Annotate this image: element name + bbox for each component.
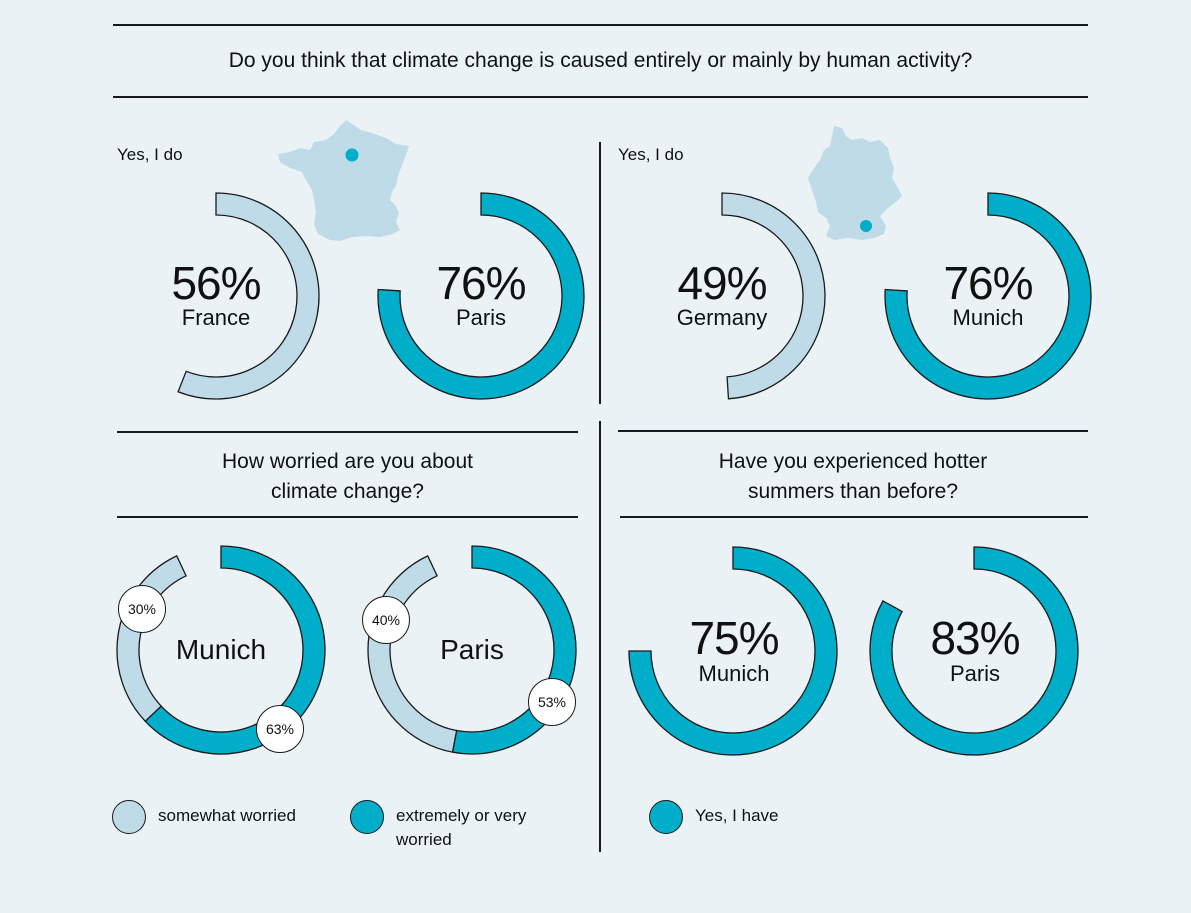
hotter-munich-label: Munich [698,661,770,686]
legend-extremely-worried: extremely or very worried [350,800,526,852]
ring-germany [721,192,826,400]
worried-munich-extremely-badge: 63% [256,705,304,753]
ring-hotter-munich [628,546,838,756]
legend-somewhat-worried: somewhat worried [112,800,296,834]
ring-france [177,192,320,400]
ring-worried-extremely-munich [144,545,326,755]
hotter-munich-percent: 75% [689,612,779,664]
munich-percent: 76% [943,257,1033,309]
ring-munich [884,192,1092,400]
q2-title-line1: How worried are you about [222,450,473,473]
divider-q3-top [618,430,1088,432]
munich-label: Munich [952,305,1024,330]
legend-yes-i-have-text: Yes, I have [695,806,779,825]
germany-map-icon [808,126,902,240]
worried-paris-somewhat-badge: 40% [362,596,410,644]
hotter-paris-percent: 83% [930,612,1020,664]
paris-percent: 76% [436,257,526,309]
legend-extremely-worried-text: extremely or very worried [396,806,527,849]
germany-percent: 49% [677,257,767,309]
worried-munich-label: Munich [175,634,267,665]
germany-label: Germany [676,305,768,330]
q3-title-line1: Have you experienced hotter [718,450,988,473]
legend-dot-light-blue [112,800,146,834]
legend-yes-i-have: Yes, I have [649,800,779,834]
ring-paris [377,192,585,400]
france-map-icon [278,120,409,241]
legend-somewhat-worried-text: somewhat worried [158,806,296,825]
divider-q2-top [117,431,578,433]
divider-q2-bottom [117,516,578,518]
france-percent: 56% [171,257,261,309]
legend-dot-teal [649,800,683,834]
france-label: France [181,305,251,330]
divider-top [113,24,1088,26]
hotter-paris-label: Paris [949,661,1001,686]
q1-left-answer-label: Yes, I do [117,145,183,164]
paris-label: Paris [455,305,507,330]
worried-paris-label: Paris [440,634,504,665]
divider-vertical-top [599,142,601,404]
ring-hotter-paris [869,546,1079,756]
divider-vertical-bottom [599,421,601,852]
divider-q3-bottom [620,516,1088,518]
legend-dot-teal [350,800,384,834]
q2-title-line2: climate change? [271,480,424,503]
q3-title-line2: summers than before? [747,480,959,503]
q1-right-answer-label: Yes, I do [618,145,684,164]
divider-below-title [113,96,1088,98]
worried-munich-somewhat-badge: 30% [118,585,166,633]
q1-title: Do you think that climate change is caus… [228,49,973,72]
q3-title: Have you experienced hotter summers than… [618,447,1088,507]
q2-title: How worried are you about climate change… [117,447,578,507]
worried-paris-extremely-badge: 53% [528,678,576,726]
